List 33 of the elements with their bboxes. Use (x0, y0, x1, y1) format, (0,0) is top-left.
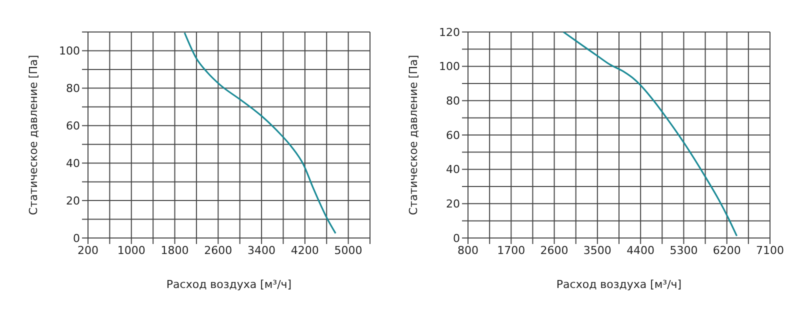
y-tick-label: 100 (59, 44, 80, 58)
x-tick-label: 800 (458, 244, 478, 257)
x-tick-label: 5300 (670, 244, 698, 257)
line-series (184, 32, 336, 234)
y-tick-label: 0 (453, 232, 460, 245)
y-tick-label: 60 (66, 120, 80, 133)
x-tick-label: 2600 (204, 244, 232, 257)
x-tick-label: 4400 (626, 244, 655, 257)
x-tick-label: 7100 (756, 244, 784, 257)
y-tick-label: 120 (439, 26, 460, 39)
y-tick-label: 100 (439, 60, 460, 74)
y-tick-label: 60 (446, 128, 460, 142)
y-axis-title: Статическое давление [Па] (26, 54, 40, 216)
x-tick-label: 1700 (497, 244, 526, 257)
y-tick-label: 80 (66, 82, 80, 96)
x-tick-label: 2600 (540, 244, 568, 257)
y-tick-label: 20 (66, 194, 80, 208)
x-tick-label: 3400 (248, 244, 276, 257)
x-axis-title: Расход воздуха [м³/ч] (556, 278, 682, 291)
x-tick-label: 1000 (117, 244, 146, 257)
y-tick-label: 0 (73, 232, 80, 245)
x-tick-label: 4200 (290, 244, 319, 257)
y-tick-label: 20 (446, 198, 460, 211)
x-tick-label: 200 (78, 244, 98, 257)
y-tick-label: 40 (66, 156, 80, 170)
y-axis-title: Статическое давление [Па] (406, 54, 420, 216)
y-tick-label: 40 (446, 163, 460, 176)
x-tick-label: 1800 (160, 244, 189, 257)
x-tick-label: 6200 (712, 244, 741, 257)
x-tick-label: 5000 (334, 244, 362, 257)
x-tick-label: 3500 (583, 244, 612, 257)
x-axis-title: Расход воздуха [м³/ч] (166, 278, 292, 291)
y-tick-label: 80 (446, 94, 460, 108)
